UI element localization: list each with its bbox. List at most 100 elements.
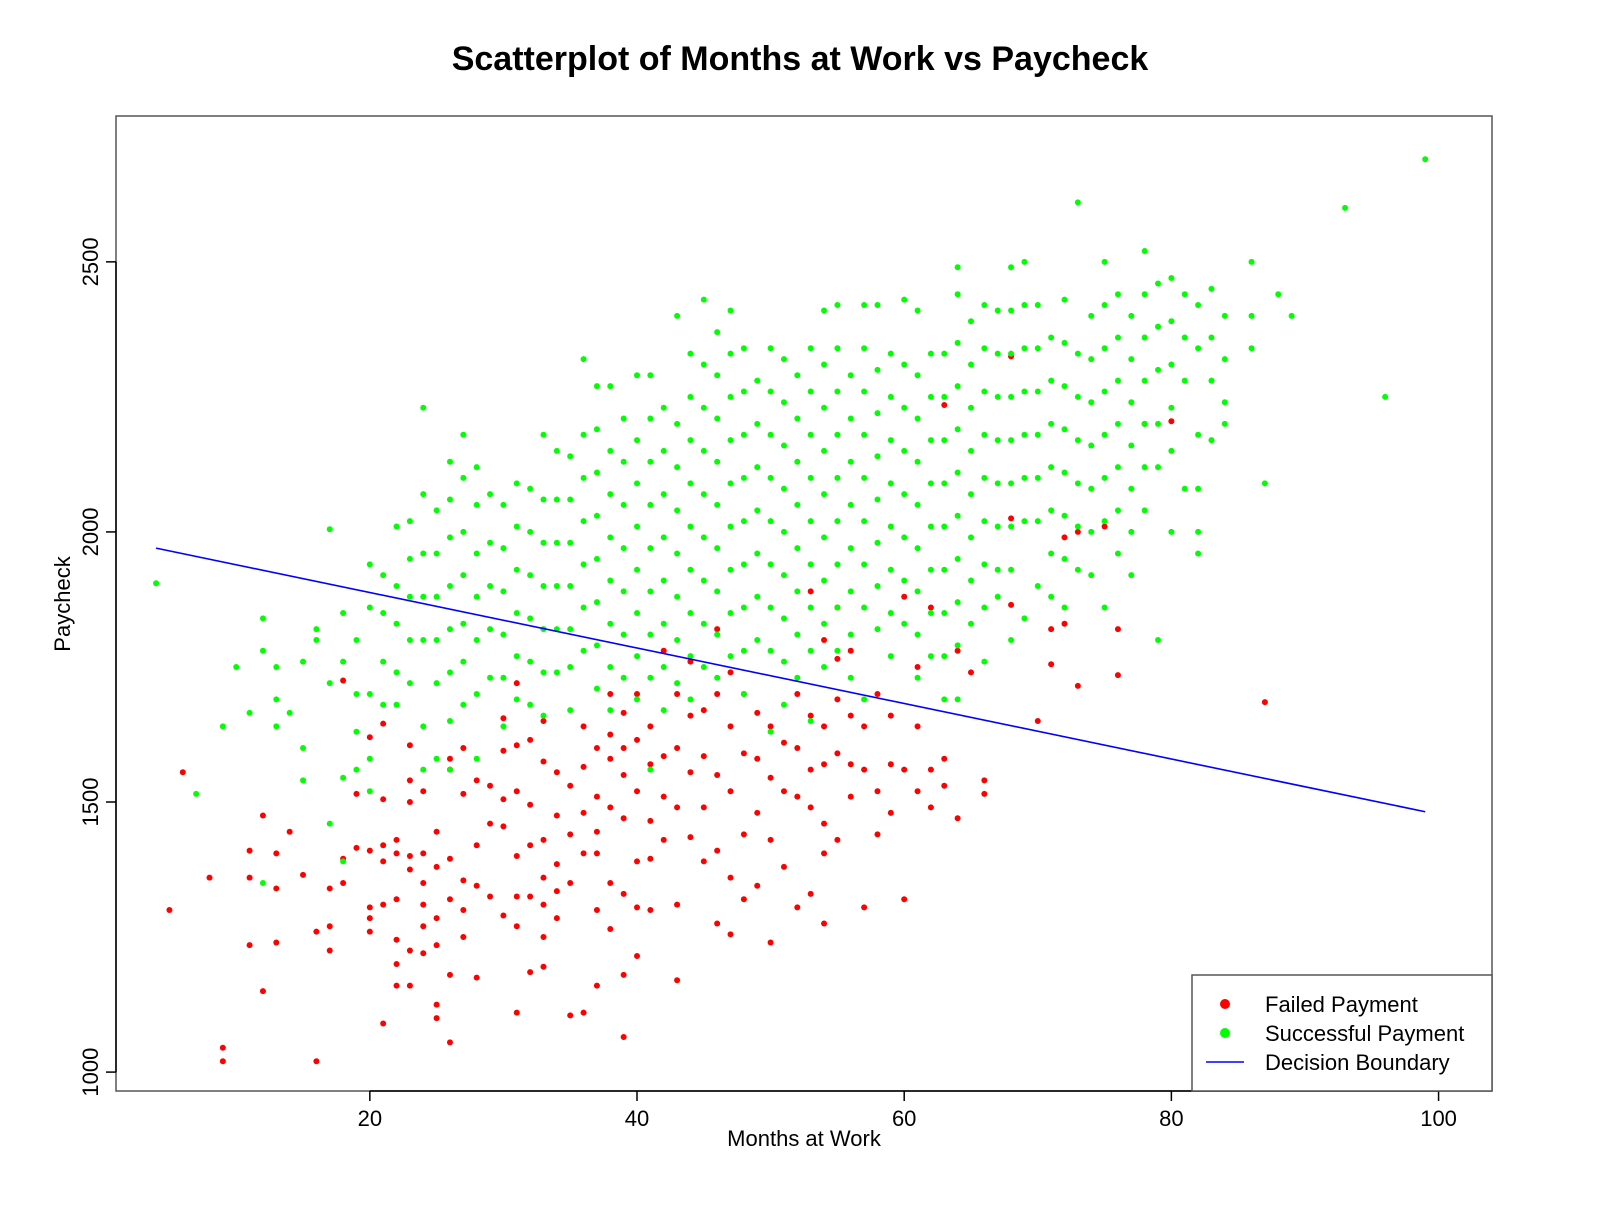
successful-payment-point — [954, 696, 961, 703]
successful-payment-point — [981, 604, 988, 611]
failed-payment-point — [700, 858, 707, 865]
successful-payment-point — [433, 593, 440, 600]
failed-payment-point — [380, 796, 387, 803]
successful-payment-point — [1048, 464, 1055, 471]
successful-payment-point — [660, 577, 667, 584]
successful-payment-point — [259, 880, 266, 887]
successful-payment-point — [901, 620, 908, 627]
failed-payment-point — [620, 772, 627, 779]
successful-payment-point — [473, 501, 480, 508]
successful-payment-point — [446, 496, 453, 503]
successful-payment-point — [660, 447, 667, 454]
failed-payment-point — [420, 850, 427, 857]
failed-payment-point — [727, 669, 734, 676]
successful-payment-point — [300, 744, 307, 751]
successful-payment-point — [687, 696, 694, 703]
successful-payment-point — [1141, 377, 1148, 384]
successful-payment-point — [927, 437, 934, 444]
failed-payment-point — [446, 855, 453, 862]
failed-payment-point — [473, 974, 480, 981]
successful-payment-point — [593, 383, 600, 390]
successful-payment-point — [700, 404, 707, 411]
successful-payment-point — [914, 372, 921, 379]
successful-payment-point — [727, 653, 734, 660]
successful-payment-point — [540, 712, 547, 719]
successful-payment-point — [567, 663, 574, 670]
successful-payment-point — [1008, 523, 1015, 530]
failed-payment-point — [527, 969, 534, 976]
successful-payment-point — [1088, 356, 1095, 363]
successful-payment-point — [981, 345, 988, 352]
failed-payment-point — [674, 977, 681, 984]
failed-payment-point — [513, 1009, 520, 1016]
failed-payment-point — [313, 1058, 320, 1065]
successful-payment-point — [513, 696, 520, 703]
successful-payment-point — [380, 701, 387, 708]
failed-payment-point — [607, 925, 614, 932]
successful-payment-point — [847, 631, 854, 638]
successful-payment-point — [406, 555, 413, 562]
successful-payment-point — [861, 474, 868, 481]
successful-payment-point — [914, 588, 921, 595]
successful-payment-point — [927, 393, 934, 400]
successful-payment-point — [967, 534, 974, 541]
failed-payment-point — [593, 850, 600, 857]
successful-payment-point — [446, 582, 453, 589]
successful-payment-point — [914, 501, 921, 508]
successful-payment-point — [660, 663, 667, 670]
failed-payment-point — [1074, 528, 1081, 535]
successful-payment-point — [607, 534, 614, 541]
successful-payment-point — [1208, 377, 1215, 384]
successful-payment-point — [847, 588, 854, 595]
failed-payment-point — [620, 1033, 627, 1040]
successful-payment-point — [754, 593, 761, 600]
y-tick-label: 2000 — [78, 507, 103, 556]
successful-payment-point — [794, 631, 801, 638]
failed-payment-point — [393, 896, 400, 903]
successful-payment-point — [954, 383, 961, 390]
successful-payment-point — [1088, 528, 1095, 535]
successful-payment-point — [513, 480, 520, 487]
successful-payment-point — [473, 755, 480, 762]
failed-payment-point — [460, 907, 467, 914]
successful-payment-point — [660, 404, 667, 411]
plot-frame — [115, 115, 1493, 1092]
failed-payment-point — [834, 696, 841, 703]
successful-payment-point — [540, 496, 547, 503]
successful-payment-point — [914, 631, 921, 638]
failed-payment-point — [780, 788, 787, 795]
successful-payment-point — [393, 669, 400, 676]
successful-payment-point — [406, 518, 413, 525]
successful-payment-point — [380, 609, 387, 616]
failed-payment-point — [273, 850, 280, 857]
successful-payment-point — [513, 566, 520, 573]
successful-payment-point — [1061, 512, 1068, 519]
successful-payment-point — [487, 539, 494, 546]
successful-payment-point — [754, 464, 761, 471]
failed-payment-point — [540, 717, 547, 724]
failed-payment-point — [433, 828, 440, 835]
failed-payment-point — [446, 1039, 453, 1046]
successful-payment-point — [406, 636, 413, 643]
failed-payment-point — [714, 847, 721, 854]
successful-payment-point — [967, 404, 974, 411]
y-tick-label: 1000 — [78, 1048, 103, 1097]
failed-payment-point — [647, 761, 654, 768]
successful-payment-point — [887, 437, 894, 444]
successful-payment-point — [1221, 420, 1228, 427]
failed-payment-point — [406, 866, 413, 873]
successful-payment-point — [794, 545, 801, 552]
successful-payment-point — [620, 415, 627, 422]
successful-payment-point — [740, 561, 747, 568]
failed-payment-point — [273, 885, 280, 892]
successful-payment-point — [1168, 318, 1175, 325]
successful-payment-point — [1048, 334, 1055, 341]
failed-payment-point — [780, 863, 787, 870]
successful-payment-point — [1168, 528, 1175, 535]
successful-payment-point — [821, 577, 828, 584]
failed-payment-point — [674, 804, 681, 811]
failed-payment-point — [807, 804, 814, 811]
successful-payment-point — [1114, 334, 1121, 341]
successful-payment-point — [1114, 464, 1121, 471]
successful-payment-point — [727, 523, 734, 530]
